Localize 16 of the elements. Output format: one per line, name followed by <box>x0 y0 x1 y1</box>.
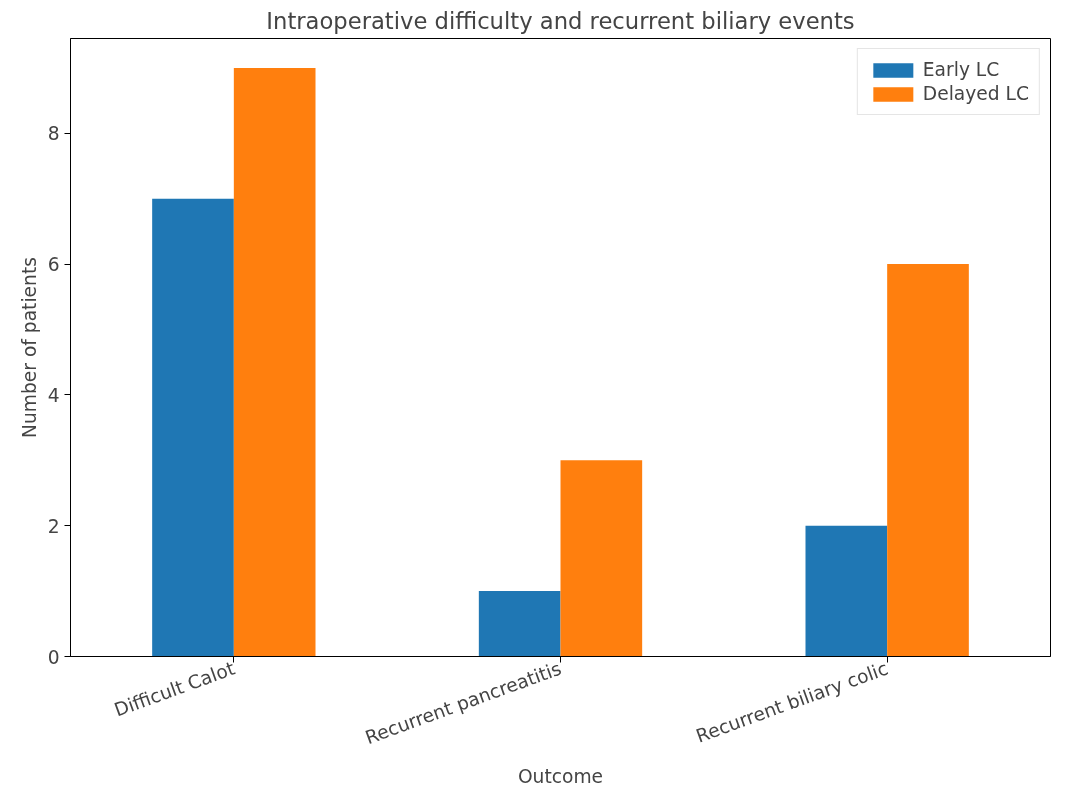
bar <box>560 460 643 657</box>
y-tick-label: 0 <box>47 646 60 668</box>
y-tick-label: 2 <box>47 515 60 537</box>
y-tick-label: 4 <box>47 384 60 406</box>
chart-title: Intraoperative difficulty and recurrent biliary events <box>266 7 855 34</box>
y-axis-title: Number of patients <box>18 257 40 438</box>
bar <box>478 591 561 657</box>
legend-label: Delayed LC <box>922 83 1029 104</box>
bar <box>805 525 888 657</box>
x-axis-title: Outcome <box>517 766 604 788</box>
legend-label: Early LC <box>922 59 1000 80</box>
bar <box>152 198 234 657</box>
bar <box>887 264 969 657</box>
y-tick-label: 6 <box>47 254 60 276</box>
y-tick-label: 8 <box>47 123 60 145</box>
bar <box>233 67 316 657</box>
